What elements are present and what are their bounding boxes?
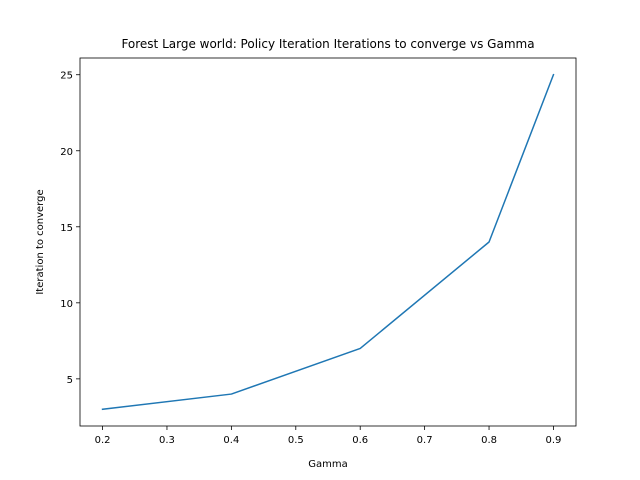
y-tick-label: 20	[60, 147, 73, 158]
plot-frame	[79, 57, 577, 427]
x-tick-label: 0.9	[546, 435, 562, 446]
y-tick-label: 15	[60, 223, 73, 234]
x-tick-label: 0.4	[223, 435, 239, 446]
x-tick-label: 0.5	[288, 435, 304, 446]
x-tick-label: 0.6	[352, 435, 368, 446]
plot-series	[101, 73, 555, 411]
chart-title: Forest Large world: Policy Iteration Ite…	[121, 37, 534, 51]
x-axis: 0.2 0.3 0.4 0.5 0.6 0.7 0.8 0.9	[95, 426, 562, 446]
x-tick-label: 0.7	[417, 435, 433, 446]
x-tick-label: 0.3	[159, 435, 175, 446]
y-tick-label: 10	[60, 299, 73, 310]
x-tick-label: 0.8	[481, 435, 497, 446]
y-axis-label: Iteration to converge	[35, 189, 46, 294]
y-tick-label: 25	[60, 71, 73, 82]
y-tick-label: 5	[67, 375, 73, 386]
x-tick-label: 0.2	[95, 435, 111, 446]
x-axis-label: Gamma	[308, 459, 348, 470]
y-axis: 5 10 15 20 25	[60, 71, 80, 386]
